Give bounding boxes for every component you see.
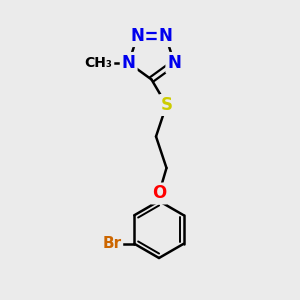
Text: Br: Br xyxy=(102,236,122,251)
Text: N: N xyxy=(122,54,136,72)
Text: CH₃: CH₃ xyxy=(85,56,112,70)
Text: S: S xyxy=(160,96,172,114)
Text: N: N xyxy=(167,54,181,72)
Text: O: O xyxy=(152,184,166,202)
Text: N: N xyxy=(159,27,172,45)
Text: N: N xyxy=(130,27,144,45)
